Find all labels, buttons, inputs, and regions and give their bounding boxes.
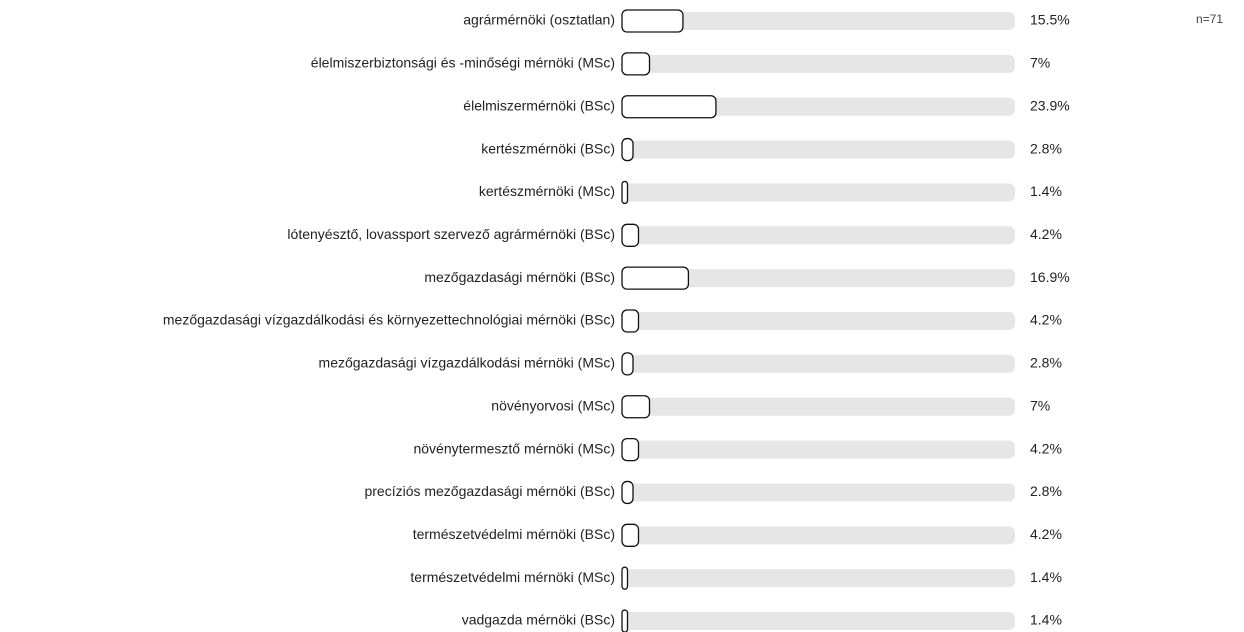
category-label: agrármérnöki (osztatlan): [463, 12, 615, 28]
track: [622, 183, 1015, 202]
track: [622, 526, 1015, 545]
track: [622, 54, 1015, 73]
value-label: 7%: [1030, 55, 1050, 71]
track: [622, 440, 1015, 459]
bar: [621, 180, 629, 205]
sample-size: n=71: [1196, 12, 1223, 26]
value-label: 4.2%: [1030, 526, 1062, 542]
bar: [621, 9, 684, 33]
track: [622, 354, 1015, 373]
value-label: 1.4%: [1030, 183, 1062, 199]
value-label: 2.8%: [1030, 355, 1062, 371]
category-label: élelmiszermérnöki (BSc): [463, 97, 615, 113]
bar: [621, 523, 640, 547]
category-label: természetvédelmi mérnöki (BSc): [413, 526, 615, 542]
value-label: 2.8%: [1030, 483, 1062, 499]
track: [622, 269, 1015, 288]
value-label: 23.9%: [1030, 97, 1070, 113]
bar: [621, 52, 651, 76]
track: [622, 569, 1015, 588]
bar: [621, 309, 640, 333]
category-label: vadgazda mérnöki (BSc): [462, 612, 615, 628]
bar: [621, 95, 717, 119]
category-label: lótenyésztő, lovassport szervező agrármé…: [287, 226, 615, 242]
category-label: mezőgazdasági vízgazdálkodási mérnöki (M…: [319, 355, 615, 371]
value-label: 7%: [1030, 397, 1050, 413]
track: [622, 612, 1015, 631]
category-label: növénytermesztő mérnöki (MSc): [413, 440, 615, 456]
track: [622, 12, 1015, 30]
category-label: növényorvosi (MSc): [491, 397, 615, 413]
track: [622, 97, 1015, 116]
category-label: természetvédelmi mérnöki (MSc): [410, 569, 615, 585]
value-label: 1.4%: [1030, 612, 1062, 628]
value-label: 1.4%: [1030, 569, 1062, 585]
track: [622, 226, 1015, 245]
category-label: precíziós mezőgazdasági mérnöki (BSc): [364, 483, 615, 499]
bar: [621, 566, 629, 590]
bar: [621, 437, 640, 462]
track: [622, 397, 1015, 416]
bar: [621, 352, 634, 376]
bar: [621, 609, 629, 632]
category-label: kertészmérnöki (BSc): [481, 140, 615, 156]
bar: [621, 223, 640, 247]
track: [622, 312, 1015, 331]
bar: [621, 480, 634, 505]
category-label: kertészmérnöki (MSc): [479, 183, 615, 199]
category-label: mezőgazdasági vízgazdálkodási és környez…: [163, 312, 615, 328]
value-label: 16.9%: [1030, 269, 1070, 285]
track: [622, 140, 1015, 159]
bar: [621, 266, 690, 290]
value-label: 2.8%: [1030, 140, 1062, 156]
value-label: 4.2%: [1030, 312, 1062, 328]
bar: [621, 137, 634, 162]
value-label: 15.5%: [1030, 12, 1070, 28]
value-label: 4.2%: [1030, 226, 1062, 242]
value-label: 4.2%: [1030, 440, 1062, 456]
category-label: mezőgazdasági mérnöki (BSc): [424, 269, 615, 285]
bar: [621, 395, 651, 419]
category-label: élelmiszerbiztonsági és -minőségi mérnök…: [311, 55, 615, 71]
track: [622, 483, 1015, 502]
